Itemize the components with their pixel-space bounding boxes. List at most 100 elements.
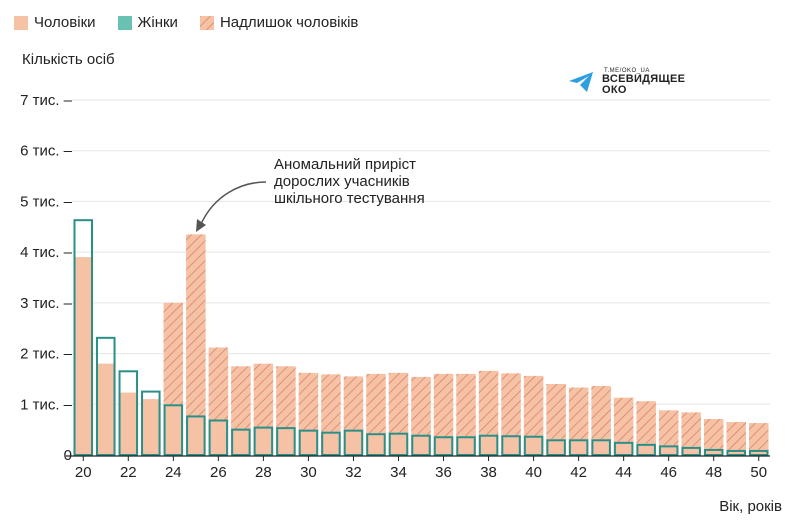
bar-women-39 — [501, 435, 521, 457]
y-axis: 01 тис. –2 тис. –3 тис. –4 тис. –5 тис. … — [20, 92, 73, 464]
watermark-text: T.ME/OKO_UA ВСЕВИДЯЩЕЕ ОКО — [602, 68, 685, 96]
bar-excess-42 — [568, 387, 589, 440]
bar-women-40 — [523, 435, 544, 457]
bar-women-30 — [298, 429, 319, 456]
bar-women-29 — [276, 427, 296, 457]
bar-women-26 — [208, 419, 229, 456]
annotation-line-1: Аномальний приріст — [274, 156, 416, 173]
bar-men-43 — [591, 439, 611, 455]
legend-swatch-men — [14, 15, 28, 30]
bar-men-full-20 — [73, 257, 94, 455]
bar-men-47 — [681, 446, 701, 455]
bar-excess-46 — [658, 410, 679, 446]
y-tick-label: 2 тис. – — [20, 346, 73, 363]
annotation-line-2: дорослих учасників — [274, 173, 410, 190]
legend-item-women: Жінки — [117, 14, 178, 31]
bar-women-42 — [568, 439, 589, 456]
bar-excess-25 — [186, 234, 206, 416]
bar-men-26 — [208, 419, 229, 455]
legend-item-excess: Надлишок чоловіків — [199, 14, 359, 31]
bar-men-40 — [523, 435, 544, 455]
bar-men-41 — [546, 439, 566, 455]
arrow-head-icon — [196, 219, 206, 232]
bar-women-38 — [478, 434, 499, 457]
legend-swatch-women — [117, 15, 132, 30]
x-tick-label: 50 — [750, 464, 767, 481]
bars — [73, 219, 769, 457]
bar-men-35 — [411, 434, 431, 455]
bar-excess-48 — [703, 418, 724, 449]
bar-women-21 — [96, 336, 116, 457]
bar-men-33 — [366, 433, 386, 455]
bar-excess-38 — [478, 370, 499, 435]
bar-men-50 — [748, 449, 769, 455]
watermark-logo: T.ME/OKO_UA ВСЕВИДЯЩЕЕ ОКО — [568, 68, 685, 96]
legend-item-men: Чоловіки — [14, 14, 96, 31]
bar-excess-43 — [591, 386, 611, 440]
bar-women-23 — [141, 390, 161, 457]
bar-excess-41 — [546, 384, 566, 440]
x-tick-label: 26 — [210, 464, 227, 481]
bar-women-28 — [253, 426, 274, 457]
bar-excess-49 — [726, 422, 746, 450]
x-tick-label: 28 — [255, 464, 272, 481]
arrow-curve — [200, 181, 267, 225]
bar-women-43 — [591, 439, 611, 456]
x-tick-label: 42 — [570, 464, 587, 481]
x-tick-label: 48 — [705, 464, 722, 481]
y-tick-label: 3 тис. – — [20, 295, 73, 312]
bar-men-49 — [726, 449, 746, 455]
bar-men-31 — [321, 431, 341, 455]
bar-men-full-21 — [96, 363, 116, 455]
bar-women-27 — [231, 428, 251, 456]
x-tick-label: 30 — [300, 464, 317, 481]
y-tick-label: 4 тис. – — [20, 244, 73, 261]
x-tick-label: 32 — [345, 464, 362, 481]
bar-women-45 — [636, 443, 656, 457]
bar-men-44 — [613, 441, 634, 455]
bar-women-47 — [681, 446, 701, 456]
legend: Чоловіки Жінки Надлишок чоловіків — [14, 14, 358, 31]
bar-excess-36 — [433, 373, 454, 437]
annotation-arrow — [196, 181, 267, 232]
bar-men-full-23 — [141, 399, 161, 455]
bar-men-46 — [658, 445, 679, 455]
bar-women-48 — [703, 448, 724, 456]
bar-excess-44 — [613, 397, 634, 442]
bar-excess-32 — [343, 376, 364, 430]
bar-women-31 — [321, 431, 341, 456]
legend-label-excess: Надлишок чоловіків — [219, 14, 359, 31]
bar-women-44 — [613, 441, 634, 457]
bar-women-41 — [546, 439, 566, 456]
bar-women-32 — [343, 429, 364, 456]
bar-excess-35 — [411, 376, 431, 435]
bar-excess-29 — [276, 366, 296, 428]
bar-excess-45 — [636, 401, 656, 444]
bar-men-48 — [703, 448, 724, 455]
x-tick-label: 24 — [165, 464, 182, 481]
bar-men-30 — [298, 429, 319, 455]
bar-excess-24 — [163, 302, 184, 405]
watermark-url: T.ME/OKO_UA — [604, 68, 650, 74]
bar-excess-28 — [253, 363, 274, 427]
bar-women-36 — [433, 436, 454, 457]
bar-men-42 — [568, 439, 589, 455]
x-tick-label: 46 — [660, 464, 677, 481]
x-tick-label: 38 — [480, 464, 497, 481]
x-tick-label: 22 — [120, 464, 137, 481]
bar-women-25 — [186, 415, 206, 457]
bar-excess-34 — [388, 372, 409, 433]
bar-women-50 — [748, 449, 769, 456]
bar-men-27 — [231, 428, 251, 455]
y-tick-label: 7 тис. – — [20, 92, 73, 109]
x-axis: 20 22 24 26 28 30 32 34 36 38 40 42 44 46 48 50 — [66, 455, 770, 481]
bar-women-33 — [366, 433, 386, 457]
bar-men-28 — [253, 426, 274, 455]
bar-women-20 — [73, 219, 94, 456]
legend-label-men: Чоловіки — [34, 14, 96, 31]
x-tick-label: 40 — [525, 464, 542, 481]
bar-men-full-22 — [118, 392, 139, 455]
bar-women-46 — [658, 445, 679, 457]
bar-men-36 — [433, 436, 454, 455]
